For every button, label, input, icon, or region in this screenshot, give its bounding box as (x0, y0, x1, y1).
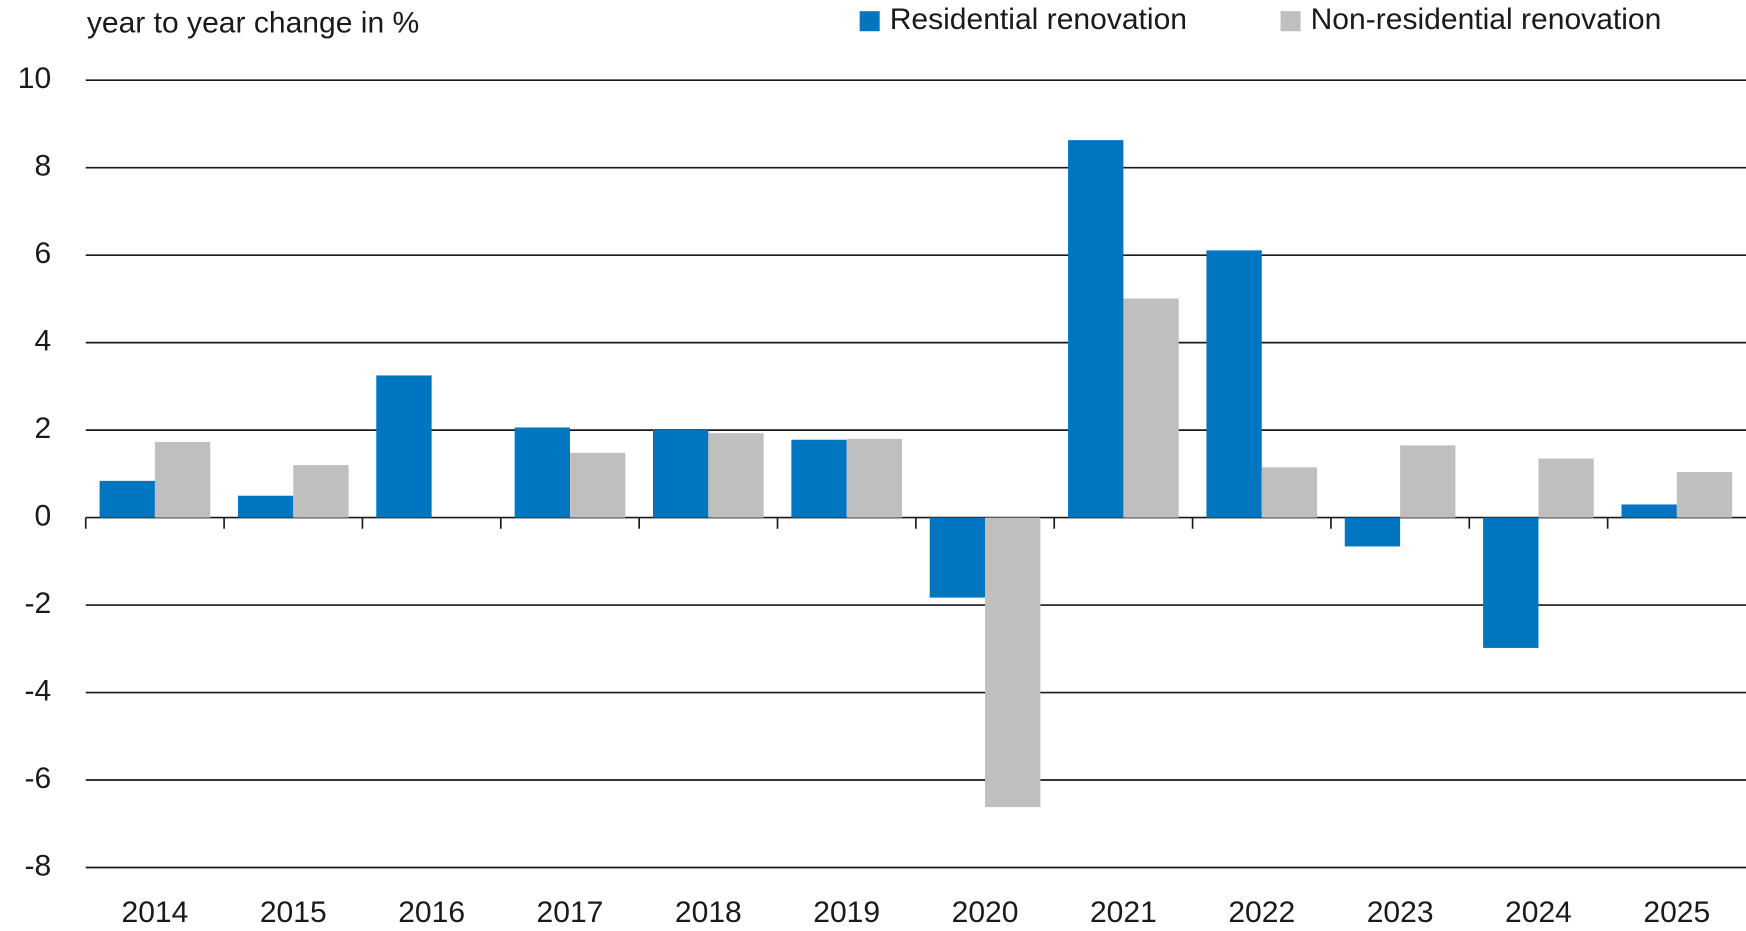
y-tick-label: -4 (25, 674, 52, 707)
bar (791, 439, 847, 518)
y-tick-label: 4 (35, 325, 52, 358)
x-tick-label: 2014 (121, 896, 188, 929)
legend-label: Non-residential renovation (1311, 3, 1662, 36)
x-tick-label: 2024 (1505, 896, 1572, 929)
bar (1123, 298, 1179, 518)
bar (1261, 467, 1318, 518)
legend-label: Residential renovation (890, 3, 1187, 36)
y-tick-label: -8 (25, 849, 52, 882)
bar (514, 427, 570, 518)
x-tick-label: 2022 (1228, 896, 1295, 929)
bar (1068, 140, 1124, 518)
bar (376, 375, 432, 518)
x-tick-label: 2021 (1090, 896, 1157, 929)
legend-swatch (859, 11, 880, 32)
bar (1621, 504, 1677, 518)
bar (1344, 517, 1401, 547)
y-tick-label: -6 (25, 762, 52, 795)
bar (1483, 517, 1539, 648)
y-axis-label: year to year change in % (87, 6, 419, 39)
x-tick-label: 2020 (952, 896, 1019, 929)
y-tick-label: -2 (25, 587, 52, 620)
bar (293, 465, 349, 518)
bar (237, 495, 294, 518)
x-tick-label: 2017 (537, 896, 604, 929)
x-tick-label: 2019 (813, 896, 880, 929)
x-tick-label: 2023 (1367, 896, 1434, 929)
y-tick-label: 0 (35, 500, 52, 533)
y-tick-label: 2 (35, 412, 52, 445)
y-tick-label: 6 (35, 237, 52, 270)
bar (929, 517, 986, 598)
x-tick-label: 2018 (675, 896, 742, 929)
bar (99, 480, 155, 518)
bar (985, 517, 1041, 808)
bar (1538, 458, 1594, 518)
legend-swatch (1280, 11, 1301, 32)
bar (1400, 445, 1456, 518)
y-tick-label: 10 (18, 62, 51, 95)
bar (569, 452, 626, 518)
bar (846, 438, 903, 518)
bar (1676, 472, 1733, 518)
x-tick-label: 2025 (1643, 896, 1710, 929)
bar (1206, 250, 1262, 518)
y-tick-label: 8 (35, 150, 52, 183)
bar (708, 433, 764, 518)
bar (154, 441, 211, 518)
bar (652, 430, 709, 518)
x-tick-label: 2015 (260, 896, 327, 929)
x-tick-label: 2016 (398, 896, 465, 929)
